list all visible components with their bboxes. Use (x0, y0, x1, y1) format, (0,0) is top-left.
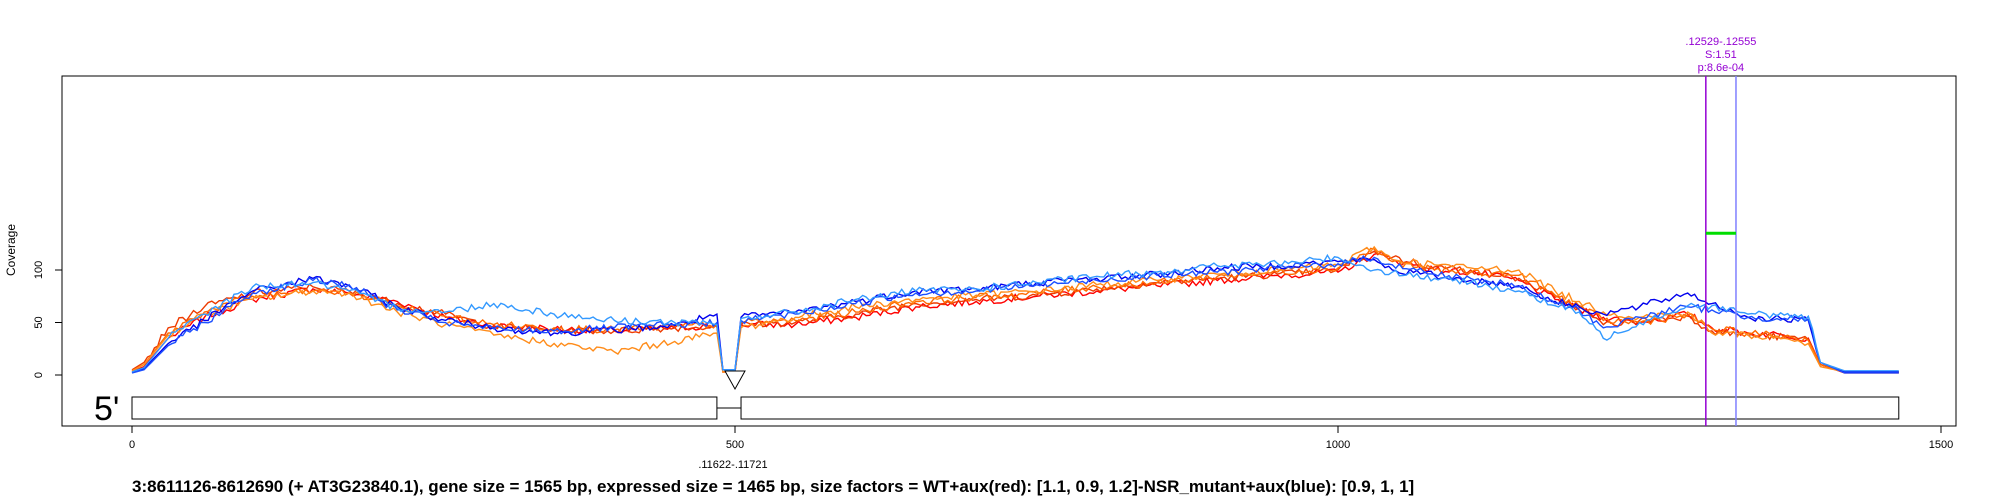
x-tick-label: 500 (726, 439, 744, 451)
intron-label: .11622-.11721 (698, 459, 767, 471)
x-tick-label: 0 (129, 439, 135, 451)
y-tick-label: 100 (33, 261, 45, 279)
five-prime-label: 5' (94, 390, 119, 428)
exon-box-2 (740, 396, 1900, 420)
plot-frame (61, 75, 1957, 427)
annotation-label-3: p:8.6e-04 (1698, 62, 1744, 74)
coverage-line-5 (131, 256, 1899, 374)
y-axis: 0 50 100 (33, 261, 63, 378)
annotation-label-2: S:1.51 (1705, 49, 1737, 61)
x-tick-label: 1500 (1929, 439, 1953, 451)
x-tick-label: 1000 (1326, 439, 1350, 451)
coverage-line-1 (131, 252, 1899, 374)
coverage-line-6 (131, 254, 1899, 374)
y-axis-title: Coverage (4, 224, 18, 276)
coverage-line-7 (131, 253, 1899, 373)
exon-box-1 (131, 396, 718, 420)
x-axis: 0 500 1000 1500 (129, 425, 1953, 451)
chart-caption: 3:8611126-8612690 (+ AT3G23840.1), gene … (132, 477, 1415, 496)
intron-marker-triangle (724, 370, 746, 391)
gene-model (131, 370, 1900, 420)
y-tick-label: 0 (33, 372, 45, 378)
annotation-label-1: .12529-.12555 (1685, 36, 1756, 48)
y-tick-label: 50 (33, 316, 45, 328)
coverage-series-group (131, 245, 1899, 374)
